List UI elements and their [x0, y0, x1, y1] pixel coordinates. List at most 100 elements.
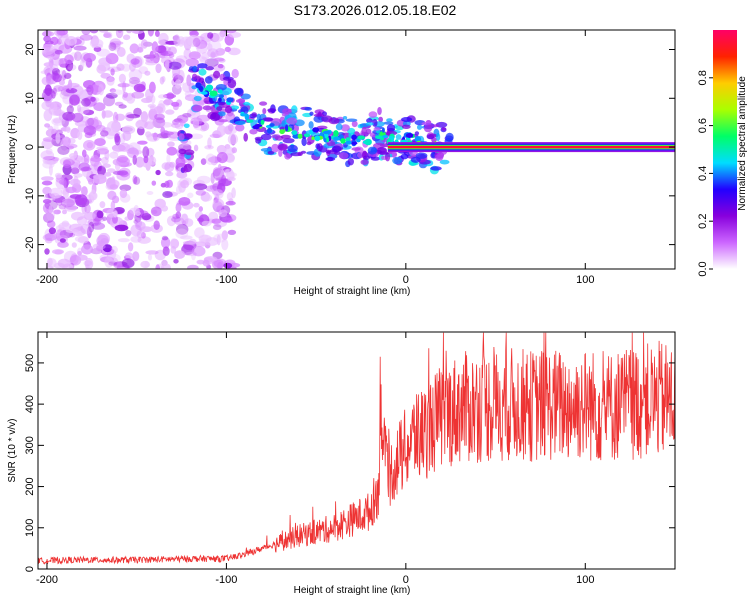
noise-blob	[45, 75, 52, 85]
noise-blob	[195, 189, 206, 196]
noise-blob	[77, 130, 83, 140]
noise-blob	[149, 81, 156, 94]
ridge-blob	[392, 156, 403, 165]
ridge-blob	[441, 127, 447, 131]
noise-blob	[110, 200, 116, 211]
ridge-blob	[365, 122, 374, 126]
ridge-blob	[278, 148, 283, 157]
noise-blob	[107, 168, 116, 173]
noise-blob	[217, 63, 224, 69]
noise-blob	[136, 230, 144, 239]
noise-blob	[42, 160, 55, 169]
heatmap-xlabel: Height of straight line (km)	[294, 286, 411, 297]
noise-blob	[42, 234, 56, 241]
ridge-blob	[234, 120, 246, 125]
ridge-core	[340, 138, 346, 144]
snr-ytick-label: 200	[24, 477, 36, 495]
noise-blob	[199, 57, 208, 64]
ridge-blob	[282, 108, 292, 115]
ridge-blob	[255, 138, 262, 144]
noise-blob	[96, 210, 104, 219]
ridge-blob	[328, 117, 340, 125]
noise-blob	[71, 242, 77, 248]
noise-blob	[154, 113, 165, 121]
colorbar-tick-label: 0.6	[697, 118, 709, 133]
noise-blob	[153, 220, 160, 230]
noise-blob	[92, 243, 106, 250]
noise-blob	[44, 123, 51, 128]
noise-blob	[224, 46, 231, 53]
noise-blob	[210, 51, 216, 59]
noise-blob	[99, 254, 109, 262]
noise-blob	[196, 175, 211, 185]
noise-blob	[142, 146, 150, 159]
noise-blob	[225, 153, 235, 163]
ridge-blob	[259, 101, 268, 106]
ridge-core	[375, 135, 383, 140]
noise-blob	[111, 144, 126, 152]
noise-blob	[174, 250, 186, 259]
noise-blob	[53, 209, 61, 215]
noise-blob	[84, 204, 91, 214]
ridge-blob	[401, 124, 411, 129]
ridge-blob	[204, 76, 213, 84]
noise-blob	[110, 89, 124, 96]
noise-blob	[75, 254, 88, 261]
noise-blob	[120, 133, 126, 144]
noise-blob	[102, 163, 111, 168]
ridge-blob	[193, 105, 203, 111]
ridge-blob	[372, 118, 378, 127]
noise-blob	[77, 251, 82, 256]
ridge-core	[254, 124, 263, 128]
noise-blob	[170, 246, 177, 254]
noise-blob	[116, 170, 128, 176]
colorbar-gradient	[713, 30, 737, 269]
noise-blob	[147, 30, 154, 37]
page-title: S173.2026.012.05.18.E02	[293, 2, 457, 18]
noise-blob	[113, 261, 123, 269]
noise-blob	[204, 145, 214, 150]
noise-blob	[175, 211, 182, 219]
noise-blob	[207, 32, 214, 39]
noise-blob	[145, 131, 152, 138]
heatmap-xtick-label: 100	[576, 274, 594, 286]
ridge-core	[357, 135, 366, 140]
noise-blob	[152, 117, 166, 129]
noise-blob	[144, 70, 151, 76]
noise-blob	[118, 104, 127, 109]
noise-blob	[163, 93, 176, 99]
ridge-blob	[427, 124, 440, 128]
noise-blob	[58, 222, 72, 231]
ridge-blob	[291, 105, 298, 114]
ridge-blob	[395, 134, 402, 140]
snr-xtick-label: -100	[215, 574, 237, 586]
noise-blob	[87, 226, 92, 239]
noise-blob	[145, 95, 153, 103]
ridge-blob	[182, 167, 189, 173]
ridge-blob	[271, 143, 280, 153]
noise-blob	[102, 216, 107, 222]
noise-blob	[205, 237, 219, 246]
ridge-core	[312, 127, 320, 133]
noise-blob	[216, 125, 227, 136]
ridge-blob	[178, 153, 185, 160]
noise-blob	[179, 213, 188, 221]
noise-blob	[110, 68, 115, 76]
noise-blob	[60, 198, 75, 208]
noise-blob	[180, 235, 193, 240]
colorbar: 0.0 0.2 0.4 0.6 0.8 Normalized spectral ampli…	[697, 30, 748, 277]
ridge-blob	[297, 151, 303, 156]
snr-ylabel: SNR (10 * v/v)	[7, 419, 18, 483]
noise-blob	[217, 183, 226, 194]
ridge-blob	[386, 130, 398, 136]
noise-blob	[91, 222, 106, 230]
noise-blob	[200, 127, 207, 132]
noise-blob	[47, 257, 53, 267]
noise-blob	[99, 201, 106, 209]
noise-blob	[104, 172, 112, 177]
ridge-core	[364, 138, 372, 146]
noise-blob	[121, 63, 131, 72]
ridge-core	[198, 86, 203, 91]
noise-blob	[140, 39, 148, 49]
